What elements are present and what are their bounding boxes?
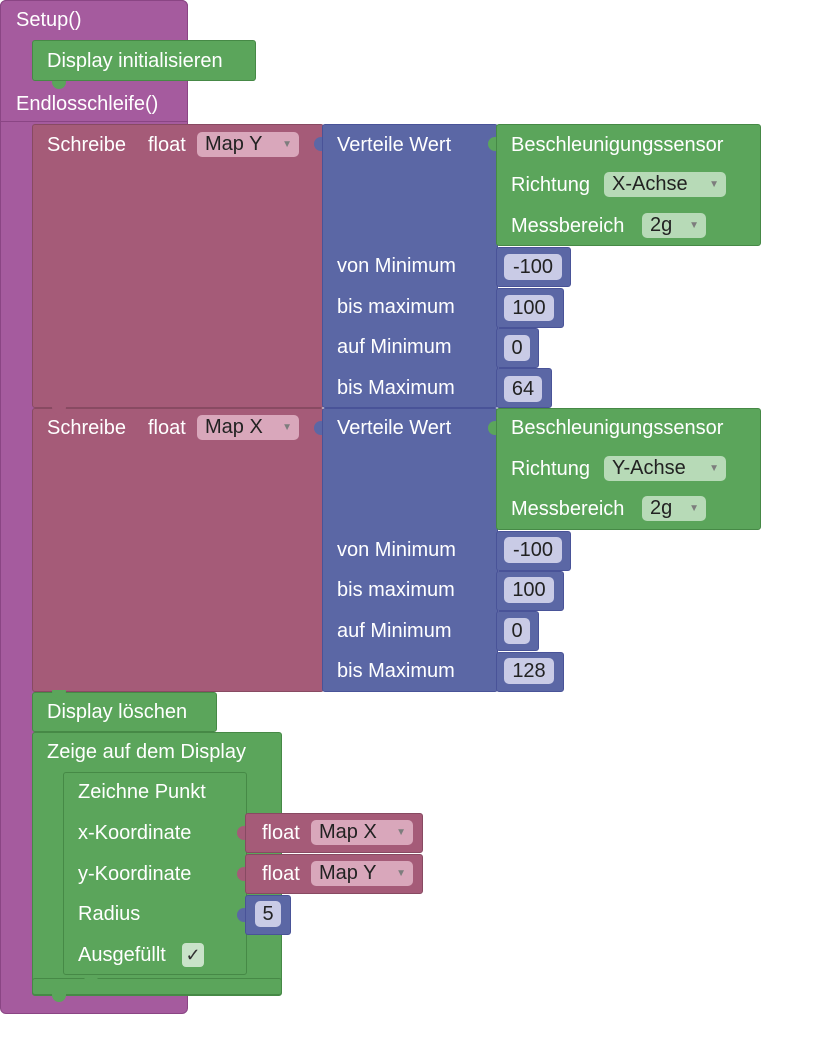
- direction-dropdown-value: Y-Achse: [612, 457, 686, 479]
- clear-display-block[interactable]: [32, 692, 217, 732]
- direction-label: Richtung: [511, 174, 590, 196]
- write-label: Schreibe: [47, 417, 126, 439]
- y-coordinate-label: y-Koordinate: [78, 863, 192, 885]
- range-dropdown-value: 2g: [650, 214, 673, 236]
- filled-label: Ausgefüllt: [78, 944, 166, 966]
- from-max-label: bis maximum: [337, 579, 455, 601]
- direction-label: Richtung: [511, 458, 590, 480]
- dropdown-arrow-icon: ▼: [396, 868, 406, 879]
- sensor-label: Beschleunigungssensor: [511, 134, 724, 156]
- show-display-label: Zeige auf dem Display: [47, 741, 246, 763]
- dropdown-arrow-icon: ▼: [709, 463, 719, 474]
- range-label: Messbereich: [511, 215, 625, 237]
- input-connector: [314, 421, 322, 435]
- x-coordinate-label: x-Koordinate: [78, 822, 192, 844]
- write-type: float: [148, 417, 186, 439]
- dropdown-arrow-icon: ▼: [282, 139, 292, 150]
- input-connector: [488, 421, 496, 435]
- show-display-block-footer: [32, 978, 282, 995]
- range-dropdown-value: 2g: [650, 497, 673, 519]
- direction-dropdown[interactable]: Y-Achse ▼: [604, 456, 726, 481]
- variable-dropdown-value: Map X: [205, 416, 263, 438]
- number-field-from-min[interactable]: -100: [504, 254, 562, 280]
- range-dropdown[interactable]: 2g ▼: [642, 496, 706, 521]
- block-notch: [52, 406, 66, 414]
- to-min-label: auf Minimum: [337, 620, 452, 642]
- write-type: float: [148, 134, 186, 156]
- dropdown-arrow-icon: ▼: [282, 422, 292, 433]
- map-value-block-x[interactable]: [322, 408, 498, 692]
- number-field-to-min[interactable]: 0: [504, 335, 530, 361]
- y-variable-type: float: [262, 863, 300, 885]
- direction-dropdown-value: X-Achse: [612, 173, 688, 195]
- map-label: Verteile Wert: [337, 417, 452, 439]
- sensor-label: Beschleunigungssensor: [511, 417, 724, 439]
- number-field-to-min[interactable]: 0: [504, 618, 530, 644]
- number-field-from-max[interactable]: 100: [504, 577, 554, 603]
- number-field-from-max[interactable]: 100: [504, 295, 554, 321]
- write-variable-block-x[interactable]: [32, 408, 324, 692]
- from-max-label: bis maximum: [337, 296, 455, 318]
- from-min-label: von Minimum: [337, 539, 456, 561]
- x-variable-dropdown[interactable]: Map X ▼: [311, 820, 413, 845]
- number-field-to-max[interactable]: 128: [504, 658, 554, 684]
- to-max-label: bis Maximum: [337, 660, 455, 682]
- range-dropdown[interactable]: 2g ▼: [642, 213, 706, 238]
- variable-dropdown-map-x[interactable]: Map X ▼: [197, 415, 299, 440]
- variable-dropdown-value: Map Y: [205, 133, 263, 155]
- input-connector: [314, 137, 322, 151]
- radius-number-field[interactable]: 5: [255, 901, 281, 927]
- to-min-label: auf Minimum: [337, 336, 452, 358]
- draw-point-label: Zeichne Punkt: [78, 781, 206, 803]
- x-variable-type: float: [262, 822, 300, 844]
- number-field-to-max[interactable]: 64: [504, 376, 542, 402]
- map-value-block-y[interactable]: [322, 124, 498, 408]
- input-connector: [237, 826, 245, 840]
- write-variable-block-y[interactable]: [32, 124, 324, 408]
- block-notch: [52, 81, 66, 89]
- block-notch: [84, 975, 98, 983]
- display-init-block[interactable]: [32, 40, 256, 81]
- number-block[interactable]: [496, 611, 539, 651]
- map-label: Verteile Wert: [337, 134, 452, 156]
- checkbox-icon[interactable]: ✓: [182, 943, 204, 967]
- input-connector: [488, 137, 496, 151]
- variable-dropdown-value: Map Y: [319, 862, 377, 884]
- block-notch: [52, 994, 66, 1002]
- range-label: Messbereich: [511, 498, 625, 520]
- dropdown-arrow-icon: ▼: [689, 220, 699, 231]
- number-field-from-min[interactable]: -100: [504, 537, 562, 563]
- write-label: Schreibe: [47, 134, 126, 156]
- clear-display-label: Display löschen: [47, 701, 188, 723]
- dropdown-arrow-icon: ▼: [709, 179, 719, 190]
- dropdown-arrow-icon: ▼: [396, 827, 406, 838]
- loop-label: Endlosschleife(): [16, 93, 159, 115]
- radius-label: Radius: [78, 903, 141, 925]
- to-max-label: bis Maximum: [337, 377, 455, 399]
- setup-label: Setup(): [16, 9, 82, 31]
- variable-dropdown-map-y[interactable]: Map Y ▼: [197, 132, 299, 157]
- dropdown-arrow-icon: ▼: [689, 503, 699, 514]
- from-min-label: von Minimum: [337, 255, 456, 277]
- direction-dropdown[interactable]: X-Achse ▼: [604, 172, 726, 197]
- y-variable-dropdown[interactable]: Map Y ▼: [311, 861, 413, 886]
- block-notch: [52, 690, 66, 698]
- input-connector: [237, 867, 245, 881]
- variable-dropdown-value: Map X: [319, 821, 377, 843]
- display-init-label: Display initialisieren: [47, 50, 223, 72]
- draw-point-block[interactable]: [63, 772, 247, 975]
- input-connector: [237, 908, 245, 922]
